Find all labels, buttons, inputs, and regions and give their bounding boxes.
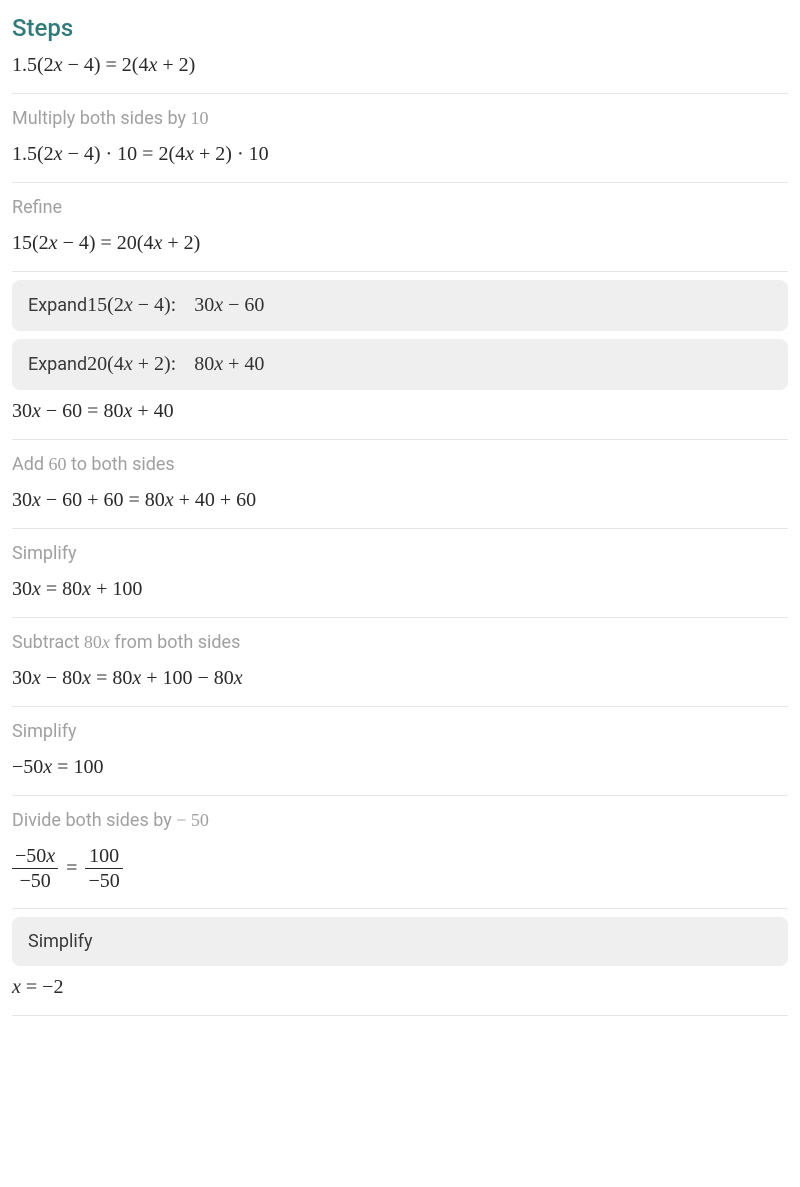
instruction-text: Simplify xyxy=(12,721,77,742)
step-1: Multiply both sides by 10 1.5(2x − 4) · … xyxy=(12,94,788,182)
equation: 30x − 80x = 80x + 100 − 80x xyxy=(12,665,788,706)
divider xyxy=(12,271,788,272)
instruction-text: Multiply both sides by xyxy=(12,108,191,129)
instruction-text: Refine xyxy=(12,197,62,218)
step-7: Simplify 30x = 80x + 100 xyxy=(12,529,788,617)
simplify-box[interactable]: Simplify xyxy=(12,917,788,966)
expand-result: 80x + 40 xyxy=(194,353,264,376)
expand-label: Expand xyxy=(28,295,87,316)
instruction-text: Add xyxy=(12,454,49,475)
step-0: 1.5(2x − 4) = 2(4x + 2) xyxy=(12,52,788,93)
steps-heading: Steps xyxy=(12,14,788,42)
simplify-label: Simplify xyxy=(28,931,93,952)
instruction: Subtract 80x from both sides xyxy=(12,618,788,665)
equation: 1.5(2x − 4) = 2(4x + 2) xyxy=(12,52,788,93)
instruction-math: 60 xyxy=(49,454,67,474)
equation: 30x − 60 = 80x + 40 xyxy=(12,398,788,439)
expand-label: Expand xyxy=(28,354,87,375)
expand-result: 30x − 60 xyxy=(194,294,264,317)
instruction: Simplify xyxy=(12,529,788,576)
instruction-math: 80x xyxy=(84,632,110,652)
instruction-text: from both sides xyxy=(110,632,240,653)
step-2: Refine 15(2x − 4) = 20(4x + 2) xyxy=(12,183,788,271)
divider xyxy=(12,1015,788,1016)
instruction-text: Subtract xyxy=(12,632,84,653)
step-8: Subtract 80x from both sides 30x − 80x =… xyxy=(12,618,788,706)
instruction: Refine xyxy=(12,183,788,230)
instruction-text: Divide both sides by xyxy=(12,810,176,831)
equation: 1.5(2x − 4) · 10 = 2(4x + 2) · 10 xyxy=(12,141,788,182)
equation: −50x−50 = 100−50 xyxy=(12,843,788,908)
instruction-text: to both sides xyxy=(67,454,175,475)
instruction: Divide both sides by − 50 xyxy=(12,796,788,843)
expand-input: 20(4x + 2): xyxy=(87,353,176,376)
instruction: Simplify xyxy=(12,707,788,754)
fraction-rhs: 100−50 xyxy=(85,845,122,892)
step-5: 30x − 60 = 80x + 40 xyxy=(12,398,788,439)
instruction-math: − 50 xyxy=(176,810,209,830)
expand-box[interactable]: Expand 20(4x + 2): 80x + 40 xyxy=(12,339,788,390)
equation: −50x = 100 xyxy=(12,754,788,795)
equation: 15(2x − 4) = 20(4x + 2) xyxy=(12,230,788,271)
steps-container: 1.5(2x − 4) = 2(4x + 2) Multiply both si… xyxy=(12,52,788,1016)
instruction-text: Simplify xyxy=(12,543,77,564)
divider xyxy=(12,908,788,909)
step-9: Simplify −50x = 100 xyxy=(12,707,788,795)
equation: x = −2 xyxy=(12,974,788,1015)
step-6: Add 60 to both sides 30x − 60 + 60 = 80x… xyxy=(12,440,788,528)
fraction-lhs: −50x−50 xyxy=(12,845,58,892)
step-12: x = −2 xyxy=(12,974,788,1015)
instruction: Add 60 to both sides xyxy=(12,440,788,487)
expand-input: 15(2x − 4): xyxy=(87,294,176,317)
instruction: Multiply both sides by 10 xyxy=(12,94,788,141)
equation: 30x = 80x + 100 xyxy=(12,576,788,617)
equation: 30x − 60 + 60 = 80x + 40 + 60 xyxy=(12,487,788,528)
expand-box[interactable]: Expand 15(2x − 4): 30x − 60 xyxy=(12,280,788,331)
instruction-math: 10 xyxy=(191,108,209,128)
step-10: Divide both sides by − 50 −50x−50 = 100−… xyxy=(12,796,788,908)
